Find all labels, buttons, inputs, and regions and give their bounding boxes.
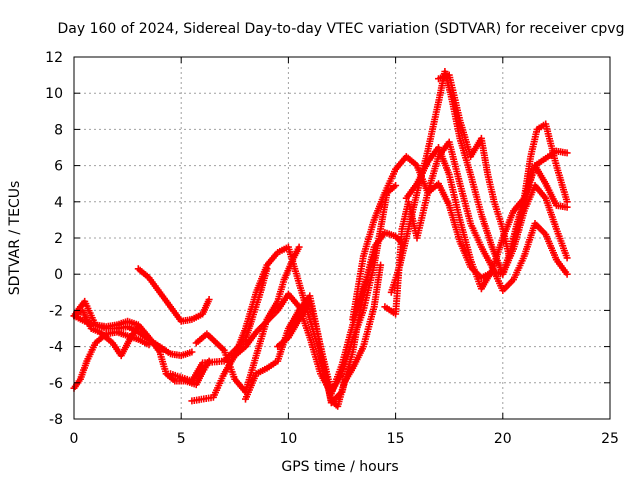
x-axis-label: GPS time / hours [281, 459, 398, 475]
x-tick-label: 5 [177, 431, 186, 447]
y-tick-label: 6 [54, 159, 63, 175]
series-track-6 [167, 265, 271, 385]
series-track-15 [402, 144, 571, 293]
y-tick-label: -4 [49, 340, 63, 356]
y-tick-label: 10 [45, 86, 63, 102]
series-markers [167, 265, 271, 385]
x-tick-label: 25 [601, 431, 619, 447]
x-tick-label: 15 [387, 431, 405, 447]
y-tick-label: -8 [49, 412, 63, 428]
y-tick-label: 12 [45, 50, 63, 66]
y-tick-label: -6 [49, 376, 63, 392]
y-tick-label: 2 [54, 231, 63, 247]
series-layer [70, 68, 571, 410]
series-track-16 [435, 71, 571, 260]
series-markers [274, 229, 406, 407]
series-track-5 [134, 265, 213, 325]
y-tick-label: -2 [49, 303, 63, 319]
series-markers [402, 144, 571, 293]
x-tick-label: 20 [494, 431, 512, 447]
series-markers [134, 265, 213, 325]
y-tick-label: 0 [54, 267, 63, 283]
y-axis-label: SDTVAR / TECUs [7, 181, 23, 296]
y-tick-label: 4 [54, 195, 63, 211]
series-track-11 [274, 229, 406, 407]
series-markers [435, 71, 571, 260]
ticks: 0 5 10 15 20 25 -8 -6 -4 -2 0 2 4 6 8 10 12 [45, 50, 619, 447]
x-tick-label: 0 [70, 431, 79, 447]
chart-title: Day 160 of 2024, Sidereal Day-to-day VTE… [58, 21, 625, 37]
x-tick-label: 10 [279, 431, 297, 447]
y-tick-label: 8 [54, 122, 63, 138]
